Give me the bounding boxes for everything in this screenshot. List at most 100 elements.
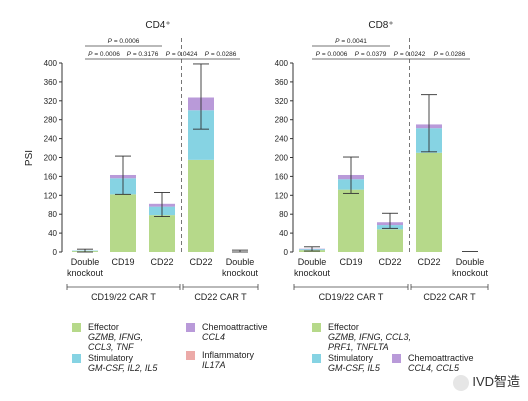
p-symbol: P: [355, 51, 360, 58]
legend-genes: GZMB, IFNG, CCL3,: [328, 332, 412, 342]
p-value-label: P = 0.0424: [166, 51, 198, 58]
chart-title: CD8⁺: [368, 20, 393, 31]
p-symbol: P: [335, 38, 340, 45]
x-tick-label: knockout: [222, 268, 259, 278]
bar-effector: [188, 159, 214, 252]
p-symbol: P: [316, 51, 321, 58]
x-tick-label: knockout: [452, 268, 489, 278]
p-symbol: P: [88, 51, 93, 58]
legend-swatch-stimulatory: [72, 354, 81, 363]
y-tick-label: 160: [275, 172, 289, 181]
p-value: = 0.0242: [398, 51, 426, 58]
y-tick-label: 400: [275, 59, 289, 68]
p-symbol: P: [166, 51, 171, 58]
x-tick-label: CD22: [150, 257, 173, 267]
y-tick-label: 360: [275, 78, 289, 87]
legend-label: Effector: [328, 322, 359, 332]
x-tick-label: Double: [71, 257, 100, 267]
y-tick-label: 120: [275, 191, 289, 200]
legend-swatch-chemoattractive: [392, 354, 401, 363]
p-value-label: P = 0.0242: [394, 51, 426, 58]
y-tick-label: 360: [44, 78, 58, 87]
watermark-text: IVD智造: [472, 374, 520, 390]
legend-label: Effector: [88, 322, 119, 332]
y-tick-label: 280: [44, 116, 58, 125]
x-tick-label: knockout: [67, 268, 104, 278]
y-tick-label: 160: [44, 172, 58, 181]
y-tick-label: 120: [44, 191, 58, 200]
y-tick-label: 240: [44, 135, 58, 144]
bar-effector: [416, 152, 442, 252]
bar-effector: [149, 215, 175, 252]
p-symbol: P: [127, 51, 132, 58]
chart-title: CD4⁺: [145, 20, 170, 31]
p-symbol: P: [394, 51, 399, 58]
x-tick-label: CD22: [189, 257, 212, 267]
p-value: = 0.0006: [320, 51, 348, 58]
legend-genes: GM-CSF, IL2, IL5: [88, 363, 158, 373]
legend-genes: CCL4: [202, 332, 226, 342]
legend-label: Chemoattractive: [408, 353, 474, 363]
x-tick-label: knockout: [294, 268, 331, 278]
group-label: CD22 CAR T: [194, 292, 247, 302]
p-value-label: P = 0.0286: [434, 51, 466, 58]
p-value: = 0.0379: [359, 51, 387, 58]
legend-swatch-chemoattractive: [186, 323, 195, 332]
p-value-label: P = 0.0006: [316, 51, 348, 58]
y-axis-label: PSI: [24, 150, 35, 166]
p-value: = 0.0006: [112, 38, 140, 45]
p-value: = 0.0041: [340, 38, 368, 45]
x-tick-label: Double: [456, 257, 485, 267]
group-label: CD19/22 CAR T: [91, 292, 156, 302]
p-value: = 0.0424: [170, 51, 198, 58]
bar-effector: [377, 229, 403, 252]
p-value-label: P = 0.0006: [88, 51, 120, 58]
y-tick-label: 240: [275, 135, 289, 144]
legend-genes: CCL4, CCL5: [408, 363, 460, 373]
legend-genes: PRF1, TNFLTA: [328, 342, 389, 352]
legend-label: Chemoattractive: [202, 322, 268, 332]
legend-genes: GM-CSF, IL5: [328, 363, 380, 373]
y-tick-label: 200: [44, 154, 58, 163]
y-tick-label: 40: [48, 229, 57, 238]
p-symbol: P: [434, 51, 439, 58]
p-value-label: P = 0.3176: [127, 51, 159, 58]
y-tick-label: 0: [284, 248, 289, 257]
group-label: CD22 CAR T: [423, 292, 476, 302]
legend-genes: CCL3, TNF: [88, 342, 134, 352]
p-value: = 0.0006: [93, 51, 121, 58]
p-value-label: P = 0.0379: [355, 51, 387, 58]
p-value-label: P = 0.0041: [335, 38, 367, 45]
x-tick-label: CD22: [378, 257, 401, 267]
legend-swatch-effector: [72, 323, 81, 332]
x-tick-label: Double: [298, 257, 327, 267]
x-tick-label: CD19: [339, 257, 362, 267]
p-value-label: P = 0.0286: [205, 51, 237, 58]
x-tick-label: Double: [226, 257, 255, 267]
watermark: IVD智造: [453, 371, 520, 391]
x-tick-label: CD22: [417, 257, 440, 267]
group-label: CD19/22 CAR T: [319, 292, 384, 302]
p-symbol: P: [205, 51, 210, 58]
p-symbol: P: [108, 38, 113, 45]
p-value: = 0.0286: [438, 51, 466, 58]
legend-swatch-stimulatory: [312, 354, 321, 363]
y-tick-label: 80: [48, 210, 57, 219]
p-value: = 0.0286: [209, 51, 237, 58]
y-tick-label: 40: [279, 229, 288, 238]
y-tick-label: 0: [53, 248, 58, 257]
y-tick-label: 200: [275, 154, 289, 163]
legend-label: Stimulatory: [88, 353, 134, 363]
y-tick-label: 280: [275, 116, 289, 125]
y-tick-label: 320: [44, 97, 58, 106]
y-tick-label: 80: [279, 210, 288, 219]
legend-genes: IL17A: [202, 360, 226, 370]
bar-effector: [338, 189, 364, 252]
bar-effector: [110, 194, 136, 252]
p-value-label: P = 0.0006: [108, 38, 140, 45]
legend-label: Inflammatory: [202, 350, 255, 360]
y-tick-label: 320: [275, 97, 289, 106]
p-value: = 0.3176: [131, 51, 159, 58]
legend-swatch-effector: [312, 323, 321, 332]
